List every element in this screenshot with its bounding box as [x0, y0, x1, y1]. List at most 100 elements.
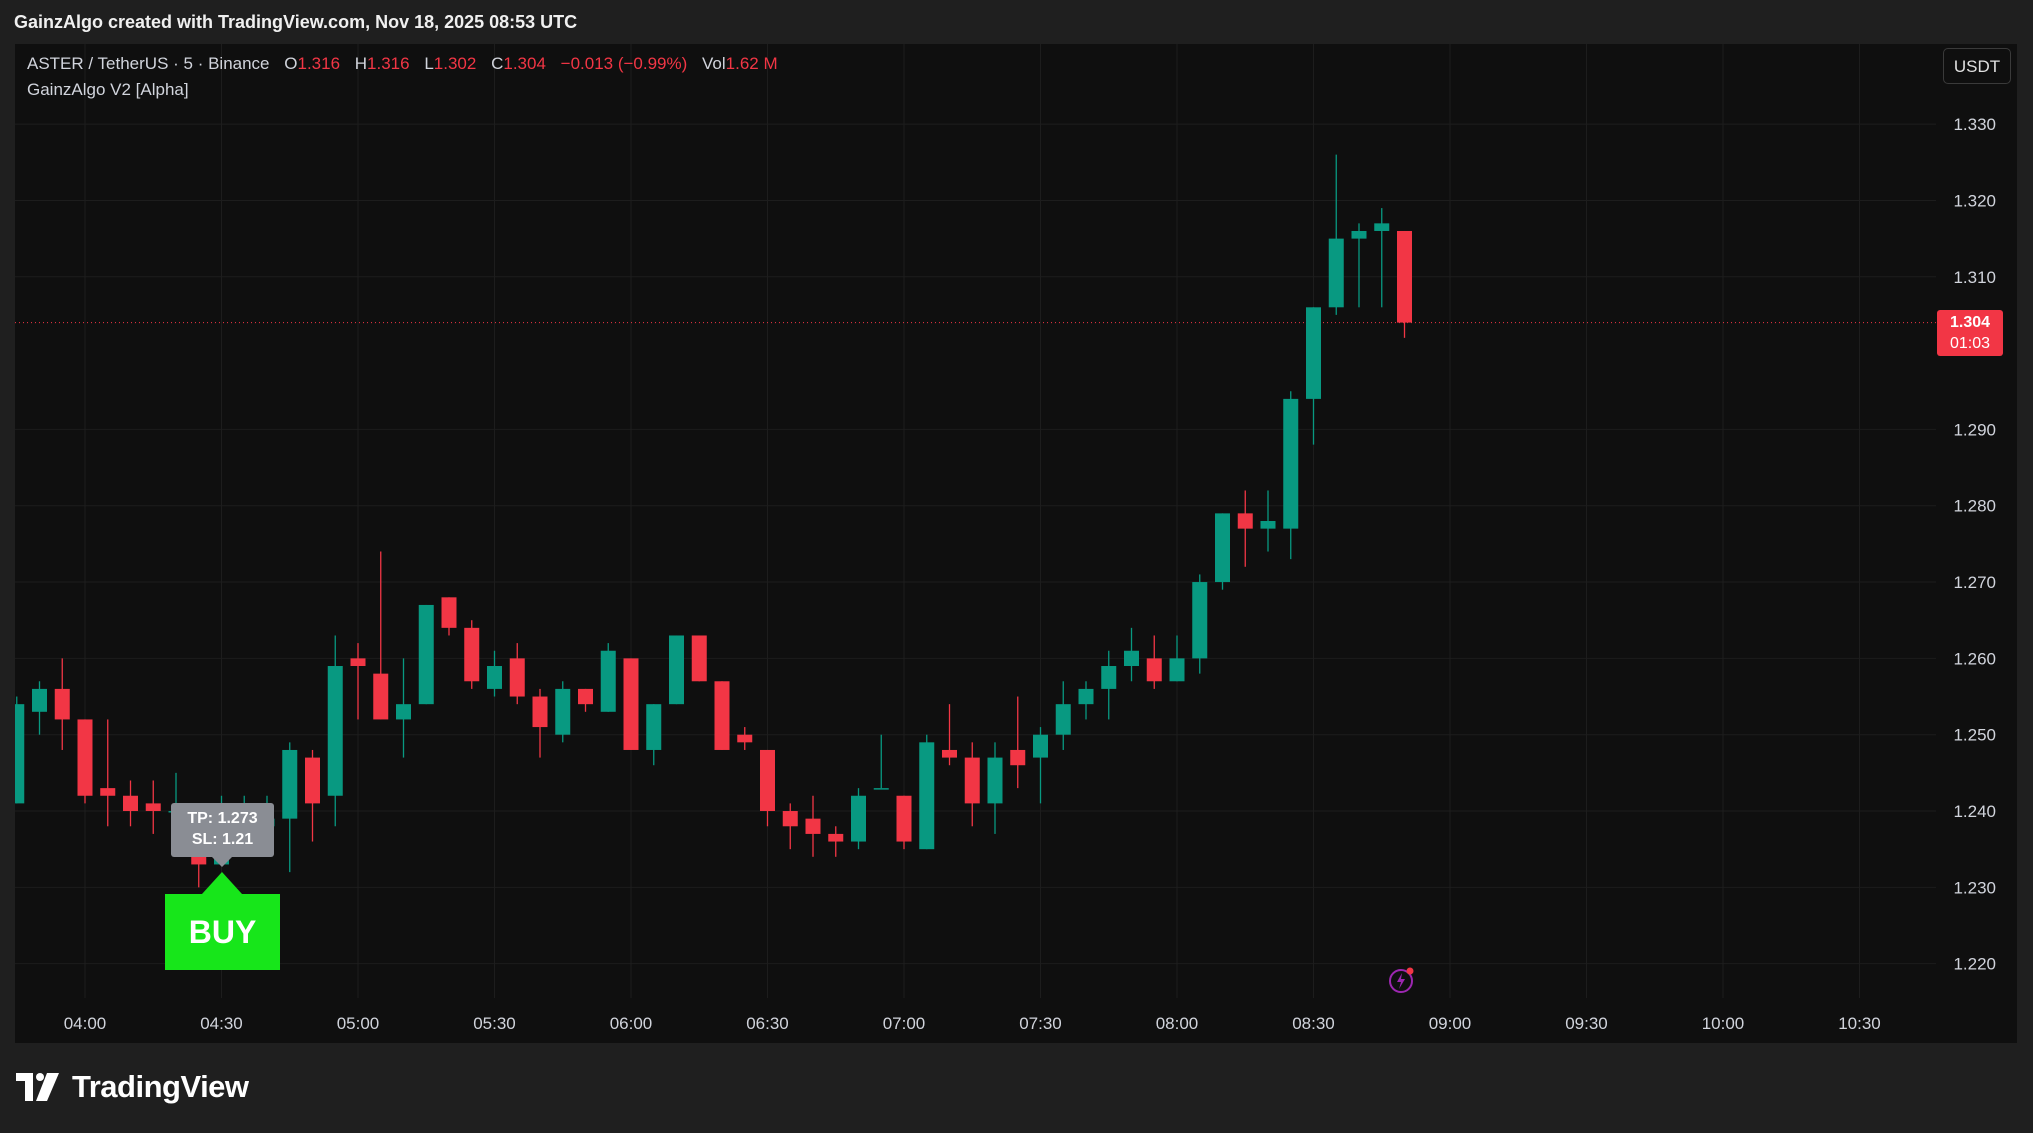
x-tick-label: 04:30 — [200, 1014, 243, 1033]
candle — [600, 643, 616, 712]
candle — [1237, 490, 1253, 567]
candle — [15, 696, 25, 804]
candle — [555, 681, 571, 743]
candle-body — [600, 650, 616, 712]
candle-body — [623, 658, 639, 750]
candle — [282, 742, 298, 873]
candle — [828, 826, 844, 857]
candle-body — [942, 749, 957, 758]
candle-body — [1306, 307, 1321, 399]
candle — [1078, 681, 1094, 720]
candle — [464, 620, 480, 689]
candle — [418, 604, 434, 705]
lightning-icon[interactable] — [1388, 966, 1416, 994]
candle-body — [327, 666, 343, 796]
stop-loss-text: SL: 1.21 — [191, 831, 254, 848]
candle — [396, 658, 411, 758]
candle-body — [487, 666, 502, 689]
x-tick-label: 09:00 — [1429, 1014, 1472, 1033]
candle — [123, 780, 138, 827]
symbol-name[interactable]: ASTER / TetherUS · 5 · Binance — [27, 54, 270, 73]
candle-body — [1192, 582, 1208, 659]
candle-body — [760, 749, 775, 812]
symbol-legend: ASTER / TetherUS · 5 · Binance O 1.316 H 1… — [27, 52, 778, 76]
candle-body — [691, 635, 707, 682]
candle — [441, 597, 457, 636]
candle-body — [1124, 650, 1139, 667]
candle-body — [1237, 513, 1253, 529]
y-tick-label: 1.220 — [1953, 955, 1996, 974]
x-tick-label: 04:00 — [64, 1014, 107, 1033]
candle — [373, 551, 389, 720]
candle-body — [1078, 688, 1094, 705]
candle — [1010, 696, 1026, 789]
volume-value: 1.62 M — [725, 54, 778, 73]
candle-body — [350, 658, 366, 667]
candle-body — [964, 757, 980, 804]
volume-label: Vol — [702, 54, 726, 73]
candle — [873, 734, 889, 790]
candle — [782, 803, 798, 850]
candle-body — [441, 597, 457, 628]
indicator-name[interactable]: GainzAlgo V2 [Alpha] — [27, 80, 189, 99]
candle-body — [418, 604, 434, 705]
candle — [1215, 513, 1230, 590]
close-value: 1.304 — [503, 54, 546, 73]
candle-body — [851, 795, 866, 842]
candle-body — [282, 749, 298, 819]
candle — [350, 643, 366, 720]
low-label: L — [424, 54, 434, 73]
y-tick-label: 1.270 — [1953, 573, 1996, 592]
candle-body — [32, 688, 47, 712]
y-tick-label: 1.320 — [1953, 191, 1996, 210]
candle-body — [373, 673, 389, 720]
candle — [54, 658, 70, 750]
y-tick-label: 1.310 — [1953, 268, 1996, 287]
candle — [896, 795, 912, 850]
open-label: O — [284, 54, 298, 73]
footer-brand[interactable]: TradingView — [16, 1065, 249, 1109]
high-label: H — [354, 54, 368, 73]
candle-body — [123, 795, 138, 812]
take-profit-text: TP: 1.273 — [187, 810, 258, 827]
x-tick-label: 08:30 — [1292, 1014, 1335, 1033]
x-tick-label: 07:30 — [1019, 1014, 1062, 1033]
y-tick-label: 1.280 — [1953, 497, 1996, 516]
currency-button[interactable]: USDT — [1943, 48, 2011, 84]
candle-body — [987, 757, 1003, 804]
x-tick-label: 05:30 — [473, 1014, 516, 1033]
high-value: 1.316 — [367, 54, 410, 73]
candle — [1192, 574, 1208, 674]
candle — [145, 780, 161, 834]
candle-body — [714, 681, 730, 750]
candle — [1124, 627, 1139, 682]
candle-body — [828, 833, 844, 842]
candle — [623, 658, 639, 750]
x-tick-label: 06:00 — [610, 1014, 653, 1033]
candle-body — [305, 757, 320, 804]
chart-area[interactable] — [15, 44, 2017, 1043]
candle-body — [919, 742, 935, 850]
candle — [714, 681, 730, 750]
x-tick-label: 08:00 — [1156, 1014, 1199, 1033]
candle-body — [1146, 658, 1162, 682]
last-price-tag: 1.304 01:03 — [1937, 310, 2003, 356]
y-tick-label: 1.330 — [1953, 115, 1996, 134]
candle-body — [578, 688, 593, 705]
chart-header-title: GainzAlgo created with TradingView.com, … — [14, 12, 578, 32]
candle-body — [145, 803, 161, 812]
candle-body — [15, 704, 25, 804]
y-tick-label: 1.260 — [1953, 649, 1996, 668]
candle — [1033, 727, 1048, 804]
candle — [1169, 635, 1185, 682]
candle-body — [1055, 704, 1071, 735]
x-tick-label: 10:00 — [1702, 1014, 1745, 1033]
candle — [1055, 681, 1071, 750]
candle — [942, 704, 957, 766]
candle-body — [396, 704, 411, 720]
candle-body — [1328, 238, 1344, 308]
change-value: −0.013 (−0.99%) — [560, 54, 688, 73]
candle-body — [782, 811, 798, 827]
candle — [851, 788, 866, 850]
